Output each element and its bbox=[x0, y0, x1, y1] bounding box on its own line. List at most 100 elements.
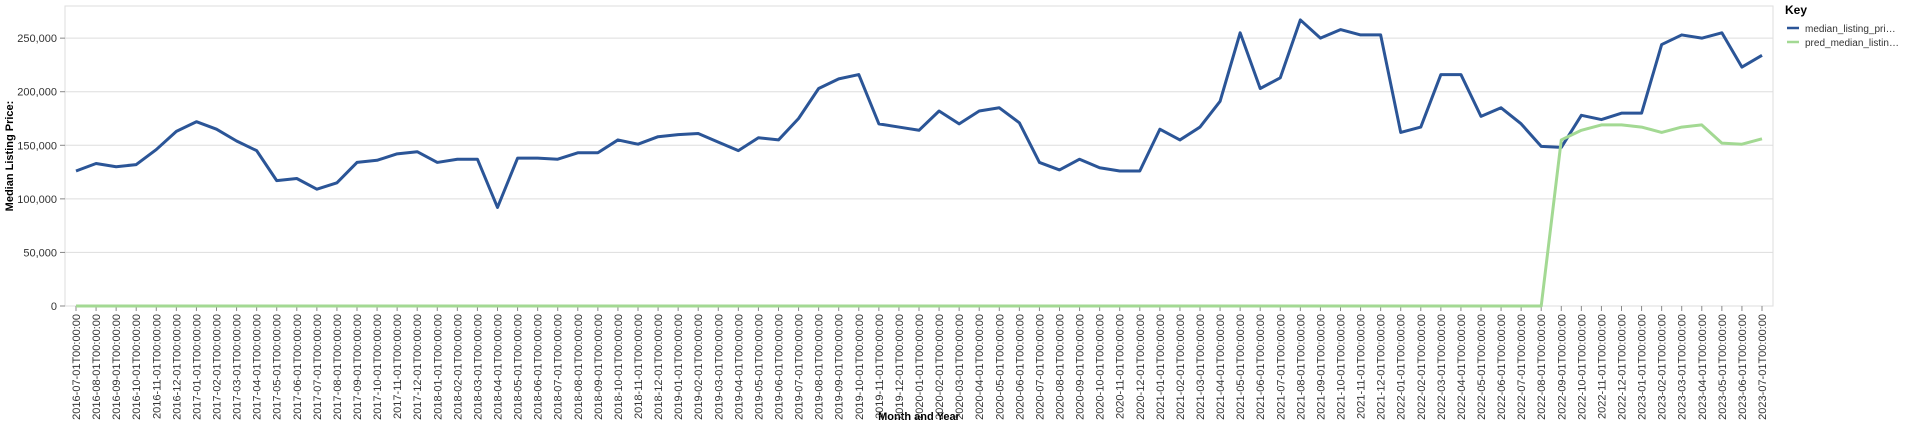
x-tick-label: 2018-03-01T00:00:00 bbox=[472, 314, 484, 420]
x-tick-label: 2018-02-01T00:00:00 bbox=[452, 314, 464, 420]
x-tick-label: 2020-01-01T00:00:00 bbox=[914, 314, 926, 420]
x-tick-label: 2022-05-01T00:00:00 bbox=[1476, 314, 1488, 420]
x-tick-label: 2019-12-01T00:00:00 bbox=[894, 314, 906, 420]
x-tick-label: 2017-01-01T00:00:00 bbox=[191, 314, 203, 420]
x-tick-label: 2019-01-01T00:00:00 bbox=[673, 314, 685, 420]
x-tick-label: 2023-02-01T00:00:00 bbox=[1657, 314, 1669, 420]
x-tick-label: 2017-07-01T00:00:00 bbox=[312, 314, 324, 420]
x-tick-label: 2020-04-01T00:00:00 bbox=[974, 314, 986, 420]
x-tick-label: 2021-09-01T00:00:00 bbox=[1315, 314, 1327, 420]
x-tick-label: 2020-05-01T00:00:00 bbox=[994, 314, 1006, 420]
x-tick-label: 2017-10-01T00:00:00 bbox=[372, 314, 384, 420]
x-tick-label: 2020-11-01T00:00:00 bbox=[1115, 314, 1127, 419]
x-tick-label: 2021-02-01T00:00:00 bbox=[1175, 314, 1187, 420]
x-tick-label: 2018-06-01T00:00:00 bbox=[533, 314, 545, 420]
x-tick-label: 2016-08-01T00:00:00 bbox=[91, 314, 103, 420]
x-tick-label: 2022-12-01T00:00:00 bbox=[1617, 314, 1629, 420]
x-tick-label: 2020-09-01T00:00:00 bbox=[1075, 314, 1087, 420]
x-tick-label: 2016-09-01T00:00:00 bbox=[111, 314, 123, 420]
x-tick-label: 2017-08-01T00:00:00 bbox=[332, 314, 344, 420]
x-tick-label: 2019-03-01T00:00:00 bbox=[713, 314, 725, 420]
x-tick-label: 2022-04-01T00:00:00 bbox=[1456, 314, 1468, 420]
x-tick-label: 2022-09-01T00:00:00 bbox=[1556, 314, 1568, 420]
x-tick-label: 2022-01-01T00:00:00 bbox=[1396, 314, 1408, 420]
x-tick-label: 2023-07-01T00:00:00 bbox=[1757, 314, 1769, 420]
x-tick-label: 2019-08-01T00:00:00 bbox=[814, 314, 826, 420]
x-tick-label: 2018-10-01T00:00:00 bbox=[613, 314, 625, 420]
x-tick-label: 2020-02-01T00:00:00 bbox=[934, 314, 946, 420]
x-tick-label: 2021-06-01T00:00:00 bbox=[1255, 314, 1267, 420]
legend-title: Key bbox=[1785, 3, 1807, 17]
legend-label: pred_median_listin… bbox=[1805, 38, 1899, 49]
x-tick-label: 2019-02-01T00:00:00 bbox=[693, 314, 705, 420]
x-tick-label: 2018-09-01T00:00:00 bbox=[593, 314, 605, 420]
x-tick-label: 2023-03-01T00:00:00 bbox=[1677, 314, 1689, 420]
x-tick-label: 2021-01-01T00:00:00 bbox=[1155, 314, 1167, 420]
x-tick-label: 2022-03-01T00:00:00 bbox=[1436, 314, 1448, 420]
x-tick-label: 2019-04-01T00:00:00 bbox=[733, 314, 745, 420]
x-tick-label: 2018-12-01T00:00:00 bbox=[653, 314, 665, 420]
y-tick-label: 50,000 bbox=[23, 247, 57, 259]
x-tick-label: 2023-01-01T00:00:00 bbox=[1637, 314, 1649, 420]
x-tick-label: 2018-04-01T00:00:00 bbox=[493, 314, 505, 420]
x-tick-label: 2019-07-01T00:00:00 bbox=[794, 314, 806, 420]
legend-label: median_listing_pri… bbox=[1805, 24, 1896, 35]
x-tick-label: 2018-05-01T00:00:00 bbox=[513, 314, 525, 420]
series-line bbox=[76, 123, 1763, 308]
x-tick-label: 2020-07-01T00:00:00 bbox=[1034, 314, 1046, 420]
x-tick-label: 2021-11-01T00:00:00 bbox=[1356, 314, 1368, 419]
x-tick-label: 2019-10-01T00:00:00 bbox=[854, 314, 866, 420]
x-tick-label: 2022-02-01T00:00:00 bbox=[1416, 314, 1428, 420]
x-tick-label: 2017-09-01T00:00:00 bbox=[352, 314, 364, 420]
x-tick-label: 2018-11-01T00:00:00 bbox=[633, 314, 645, 419]
x-tick-label: 2021-08-01T00:00:00 bbox=[1295, 314, 1307, 420]
x-tick-label: 2017-02-01T00:00:00 bbox=[212, 314, 224, 420]
x-tick-label: 2020-10-01T00:00:00 bbox=[1095, 314, 1107, 420]
y-axis-title: Median Listing Price: bbox=[4, 101, 16, 212]
x-tick-label: 2021-07-01T00:00:00 bbox=[1275, 314, 1287, 420]
x-tick-label: 2018-01-01T00:00:00 bbox=[432, 314, 444, 420]
x-tick-label: 2022-11-01T00:00:00 bbox=[1596, 314, 1608, 419]
x-tick-label: 2023-06-01T00:00:00 bbox=[1737, 314, 1749, 420]
x-tick-label: 2017-03-01T00:00:00 bbox=[232, 314, 244, 420]
x-tick-label: 2019-05-01T00:00:00 bbox=[753, 314, 765, 420]
x-tick-label: 2021-12-01T00:00:00 bbox=[1376, 314, 1388, 420]
x-tick-label: 2017-06-01T00:00:00 bbox=[292, 314, 304, 420]
x-tick-label: 2022-07-01T00:00:00 bbox=[1516, 314, 1528, 420]
x-axis-title: Month and Year bbox=[878, 411, 960, 423]
x-tick-label: 2019-09-01T00:00:00 bbox=[834, 314, 846, 420]
x-tick-label: 2021-03-01T00:00:00 bbox=[1195, 314, 1207, 420]
x-tick-label: 2020-06-01T00:00:00 bbox=[1014, 314, 1026, 420]
x-tick-label: 2016-07-01T00:00:00 bbox=[71, 314, 83, 420]
x-tick-label: 2017-12-01T00:00:00 bbox=[412, 314, 424, 420]
y-tick-label: 0 bbox=[51, 301, 57, 313]
y-tick-label: 200,000 bbox=[17, 87, 57, 99]
y-tick-label: 100,000 bbox=[17, 194, 57, 206]
x-tick-label: 2017-11-01T00:00:00 bbox=[392, 314, 404, 419]
x-tick-label: 2017-04-01T00:00:00 bbox=[252, 314, 264, 420]
x-tick-label: 2016-12-01T00:00:00 bbox=[171, 314, 183, 420]
x-tick-label: 2023-04-01T00:00:00 bbox=[1697, 314, 1709, 420]
x-tick-label: 2022-06-01T00:00:00 bbox=[1496, 314, 1508, 420]
y-tick-label: 150,000 bbox=[17, 140, 57, 152]
plot-area bbox=[64, 5, 1774, 307]
x-tick-label: 2021-10-01T00:00:00 bbox=[1336, 314, 1348, 420]
x-tick-label: 2021-04-01T00:00:00 bbox=[1215, 314, 1227, 420]
x-tick-label: 2016-11-01T00:00:00 bbox=[151, 314, 163, 419]
x-tick-label: 2018-08-01T00:00:00 bbox=[573, 314, 585, 420]
y-tick-label: 250,000 bbox=[17, 33, 57, 45]
x-tick-label: 2022-08-01T00:00:00 bbox=[1536, 314, 1548, 420]
x-tick-label: 2017-05-01T00:00:00 bbox=[272, 314, 284, 420]
x-tick-label: 2020-03-01T00:00:00 bbox=[954, 314, 966, 420]
x-tick-label: 2021-05-01T00:00:00 bbox=[1235, 314, 1247, 420]
x-tick-label: 2019-06-01T00:00:00 bbox=[774, 314, 786, 420]
x-tick-label: 2023-05-01T00:00:00 bbox=[1717, 314, 1729, 420]
series-line bbox=[75, 18, 1763, 209]
x-tick-label: 2020-12-01T00:00:00 bbox=[1135, 314, 1147, 420]
x-tick-label: 2019-11-01T00:00:00 bbox=[874, 314, 886, 419]
x-tick-label: 2020-08-01T00:00:00 bbox=[1055, 314, 1067, 420]
x-tick-label: 2018-07-01T00:00:00 bbox=[553, 314, 565, 420]
x-tick-label: 2022-10-01T00:00:00 bbox=[1576, 314, 1588, 420]
